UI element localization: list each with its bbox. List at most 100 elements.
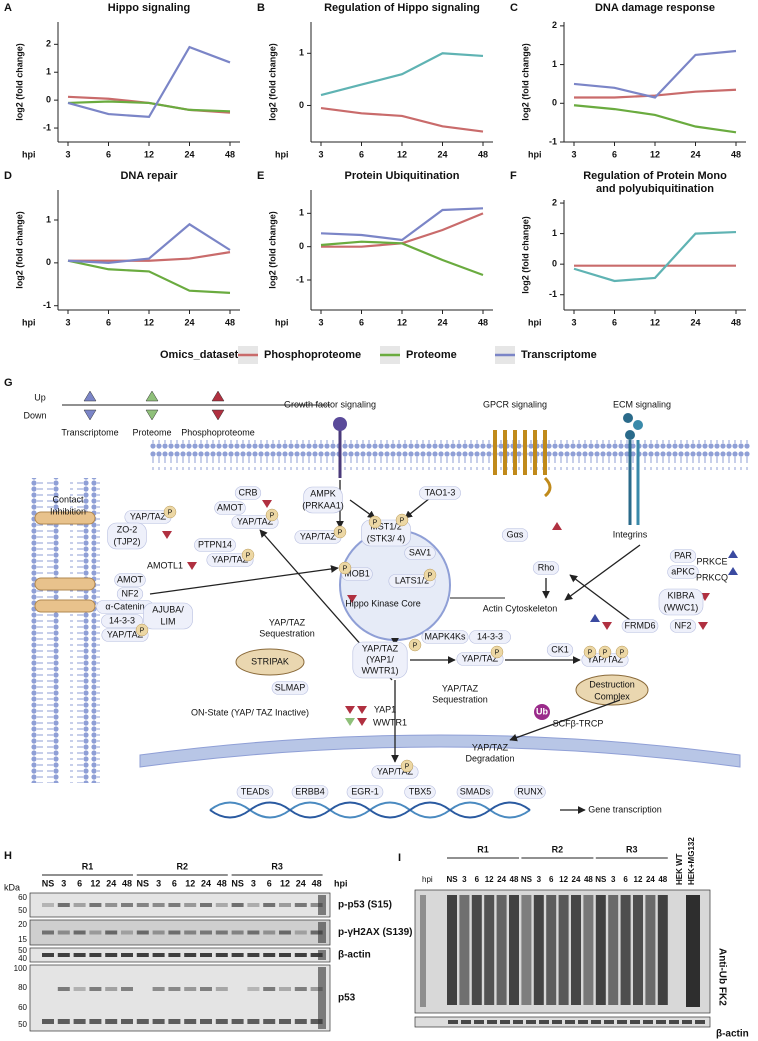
lane-label: 12 — [280, 878, 290, 888]
marker-label: 60 — [18, 1003, 27, 1012]
band — [263, 903, 276, 907]
marker-label: 60 — [18, 893, 27, 902]
diagram-label: SMADs — [460, 786, 491, 796]
series-line — [573, 230, 737, 283]
diagram-label: AMOTL1 — [147, 560, 183, 570]
phospho-badge — [163, 505, 177, 519]
y-tick-label: -1 — [43, 300, 51, 310]
lane-label: 24 — [296, 878, 306, 888]
band — [121, 930, 133, 935]
band — [552, 1020, 562, 1024]
smear — [484, 895, 495, 1005]
chart-title: DNA damage response — [595, 2, 715, 14]
band — [168, 1019, 181, 1024]
lane-label: 6 — [475, 875, 480, 884]
label-box — [236, 785, 274, 799]
diagram-decor — [30, 390, 750, 819]
band — [263, 987, 276, 991]
lane-label: 48 — [217, 878, 227, 888]
marker-label: 20 — [18, 920, 27, 929]
band — [247, 930, 260, 935]
label-box — [346, 785, 384, 799]
band — [294, 930, 307, 935]
band — [604, 1020, 614, 1024]
x-axis-label: hpi — [22, 149, 36, 159]
y-tick-label: 0 — [46, 257, 51, 267]
band — [168, 953, 181, 957]
band — [152, 1019, 165, 1024]
phospho-badge — [338, 561, 352, 575]
phospho-label: P — [428, 572, 433, 579]
diagram-label: WWTR1 — [373, 717, 407, 727]
band — [152, 987, 165, 991]
x-tick-label: 24 — [690, 317, 700, 327]
ladder — [318, 895, 326, 915]
phospho-label: P — [413, 642, 418, 649]
diagram-label: YAP/TAZ — [237, 516, 274, 526]
band — [231, 1019, 244, 1024]
band — [57, 903, 70, 907]
diagram-label: 14-3-3 — [109, 615, 135, 625]
y-axis-label: log2 (fold change) — [267, 43, 277, 121]
series-line — [67, 222, 231, 264]
group-label: R3 — [626, 844, 638, 854]
band — [89, 930, 102, 935]
phospho-label: P — [140, 627, 145, 634]
y-tick-label: 2 — [552, 20, 557, 30]
lane-label: 3 — [537, 875, 542, 884]
lane-label: 3 — [156, 878, 161, 888]
band — [73, 987, 86, 991]
band — [279, 953, 291, 957]
series-line — [573, 104, 737, 134]
x-tick-label: 24 — [437, 149, 447, 159]
x-tick-label: 12 — [650, 317, 660, 327]
diagram-label: Hippo Kinase Core — [345, 598, 421, 608]
band — [310, 1019, 323, 1024]
antibody-label: β-actin — [716, 1029, 749, 1040]
chart-title: and polyubiquitination — [596, 183, 714, 195]
phospho-badge — [135, 623, 149, 637]
diagram-label: ON-State (YAP/ TAZ Inactive) — [191, 707, 309, 717]
x-tick-label: 3 — [318, 149, 323, 159]
band — [630, 1020, 640, 1024]
band — [310, 953, 323, 957]
y-tick-label: 0 — [46, 95, 51, 105]
diagram-label: NF2 — [121, 588, 138, 598]
hpi-label: hpi — [334, 878, 348, 888]
x-tick-label: 12 — [397, 317, 407, 327]
panel-letter: F — [510, 170, 517, 182]
band — [539, 1020, 549, 1024]
y-tick-label: 0 — [299, 241, 304, 251]
x-tick-label: 6 — [612, 149, 617, 159]
label-box — [404, 785, 436, 799]
series-line — [320, 240, 484, 277]
band — [89, 987, 102, 991]
label-box — [388, 574, 436, 588]
band — [294, 1019, 307, 1024]
diagram-label: Complex — [594, 691, 630, 701]
band — [231, 903, 244, 907]
smear — [459, 895, 470, 1005]
band — [500, 1020, 510, 1024]
y-tick-label: 1 — [46, 67, 51, 77]
kda-label: kDa — [4, 882, 20, 892]
chart-title: Regulation of Protein Mono — [583, 170, 727, 182]
group-label: R2 — [177, 861, 189, 871]
smear — [686, 895, 700, 1007]
band — [656, 1020, 666, 1024]
diagram-label: AJUBA/ — [152, 604, 184, 614]
diagram-label: Up — [34, 392, 46, 402]
band — [448, 1020, 458, 1024]
diagram-label: Inhibition — [50, 506, 86, 516]
marker-label: 40 — [18, 954, 27, 963]
diagram-label: Growth factor signaling — [284, 399, 376, 409]
lane-label: 48 — [658, 875, 667, 884]
phospho-badge — [490, 645, 504, 659]
panel-letter: A — [4, 2, 12, 14]
band — [669, 1020, 679, 1024]
band — [121, 987, 133, 991]
diagram-label: Gene transcription — [588, 804, 662, 814]
diagram-label: (WWC1) — [664, 602, 699, 612]
label-box — [514, 785, 546, 799]
